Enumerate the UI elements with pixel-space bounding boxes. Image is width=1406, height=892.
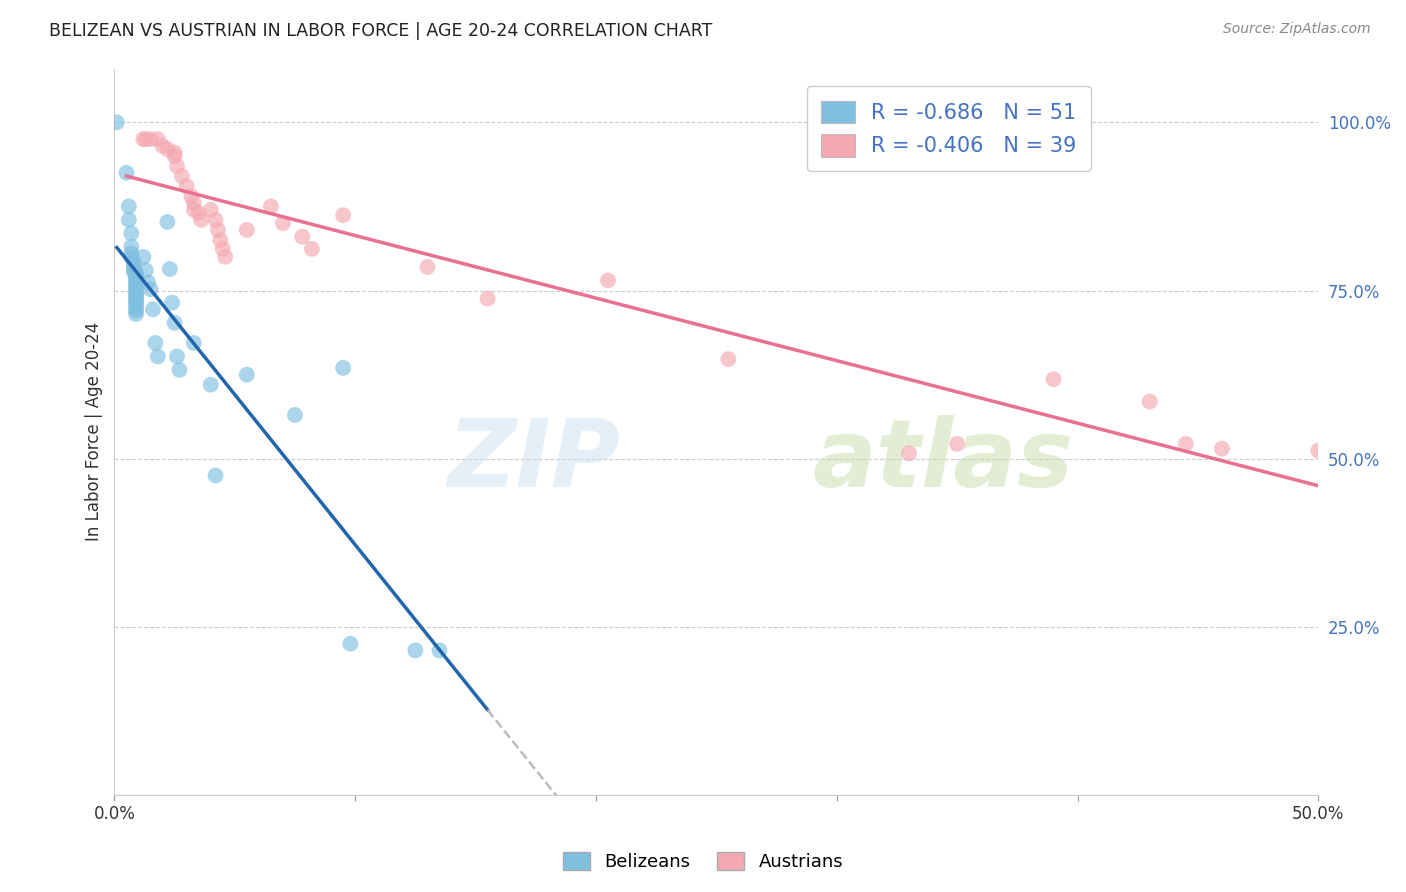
- Point: [125, 293, 148, 307]
- Point: [125, 303, 148, 318]
- Point: [204, 213, 226, 227]
- Point: [332, 208, 354, 222]
- Point: [169, 363, 191, 377]
- Point: [160, 295, 183, 310]
- Point: [183, 202, 205, 217]
- Point: [125, 268, 148, 283]
- Point: [132, 250, 155, 264]
- Point: [717, 352, 740, 367]
- Point: [166, 159, 188, 173]
- Point: [1042, 372, 1064, 386]
- Point: [170, 169, 193, 183]
- Point: [122, 262, 145, 277]
- Point: [190, 213, 212, 227]
- Legend: Belizeans, Austrians: Belizeans, Austrians: [555, 845, 851, 879]
- Point: [301, 242, 323, 256]
- Point: [200, 377, 222, 392]
- Point: [120, 250, 142, 264]
- Point: [125, 307, 148, 321]
- Point: [125, 276, 148, 290]
- Point: [122, 254, 145, 268]
- Point: [125, 267, 148, 281]
- Point: [236, 368, 259, 382]
- Point: [166, 350, 188, 364]
- Point: [120, 227, 142, 241]
- Point: [152, 139, 174, 153]
- Point: [132, 132, 155, 146]
- Point: [271, 216, 294, 230]
- Point: [200, 202, 222, 217]
- Legend: R = -0.686   N = 51, R = -0.406   N = 39: R = -0.686 N = 51, R = -0.406 N = 39: [807, 87, 1091, 171]
- Point: [1139, 394, 1161, 409]
- Point: [339, 637, 361, 651]
- Point: [204, 468, 226, 483]
- Text: Source: ZipAtlas.com: Source: ZipAtlas.com: [1223, 22, 1371, 37]
- Point: [136, 276, 159, 290]
- Point: [105, 115, 128, 129]
- Point: [897, 446, 920, 460]
- Text: BELIZEAN VS AUSTRIAN IN LABOR FORCE | AGE 20-24 CORRELATION CHART: BELIZEAN VS AUSTRIAN IN LABOR FORCE | AG…: [49, 22, 713, 40]
- Point: [156, 215, 179, 229]
- Point: [122, 258, 145, 272]
- Point: [139, 132, 162, 146]
- Point: [122, 265, 145, 279]
- Point: [146, 350, 169, 364]
- Point: [125, 278, 148, 293]
- Point: [143, 336, 166, 351]
- Point: [1174, 437, 1197, 451]
- Point: [159, 262, 181, 277]
- Point: [207, 223, 229, 237]
- Point: [125, 291, 148, 305]
- Point: [176, 179, 198, 194]
- Point: [156, 142, 179, 156]
- Point: [477, 292, 499, 306]
- Point: [135, 132, 157, 146]
- Point: [183, 196, 205, 211]
- Point: [163, 145, 186, 160]
- Point: [183, 336, 205, 351]
- Point: [125, 285, 148, 300]
- Text: atlas: atlas: [813, 415, 1074, 507]
- Point: [1211, 442, 1233, 456]
- Point: [416, 260, 439, 274]
- Point: [139, 282, 162, 296]
- Point: [163, 316, 186, 330]
- Point: [214, 250, 236, 264]
- Point: [284, 408, 307, 422]
- Point: [163, 149, 186, 163]
- Point: [209, 233, 232, 247]
- Point: [120, 240, 142, 254]
- Point: [236, 223, 259, 237]
- Point: [115, 166, 138, 180]
- Point: [125, 298, 148, 312]
- Point: [596, 273, 619, 287]
- Point: [118, 199, 141, 213]
- Point: [332, 360, 354, 375]
- Point: [125, 301, 148, 315]
- Point: [125, 288, 148, 302]
- Point: [125, 295, 148, 310]
- Point: [120, 246, 142, 260]
- Point: [125, 273, 148, 287]
- Point: [135, 263, 157, 277]
- Text: ZIP: ZIP: [447, 415, 620, 507]
- Point: [211, 242, 233, 256]
- Point: [946, 437, 969, 451]
- Point: [429, 643, 451, 657]
- Point: [125, 284, 148, 298]
- Point: [125, 281, 148, 295]
- Point: [404, 643, 426, 657]
- Point: [1308, 443, 1330, 458]
- Point: [180, 189, 202, 203]
- Point: [260, 199, 283, 213]
- Point: [125, 270, 148, 285]
- Point: [118, 213, 141, 227]
- Point: [146, 132, 169, 146]
- Point: [291, 229, 314, 244]
- Y-axis label: In Labor Force | Age 20-24: In Labor Force | Age 20-24: [86, 322, 103, 541]
- Point: [187, 206, 209, 220]
- Point: [142, 302, 165, 317]
